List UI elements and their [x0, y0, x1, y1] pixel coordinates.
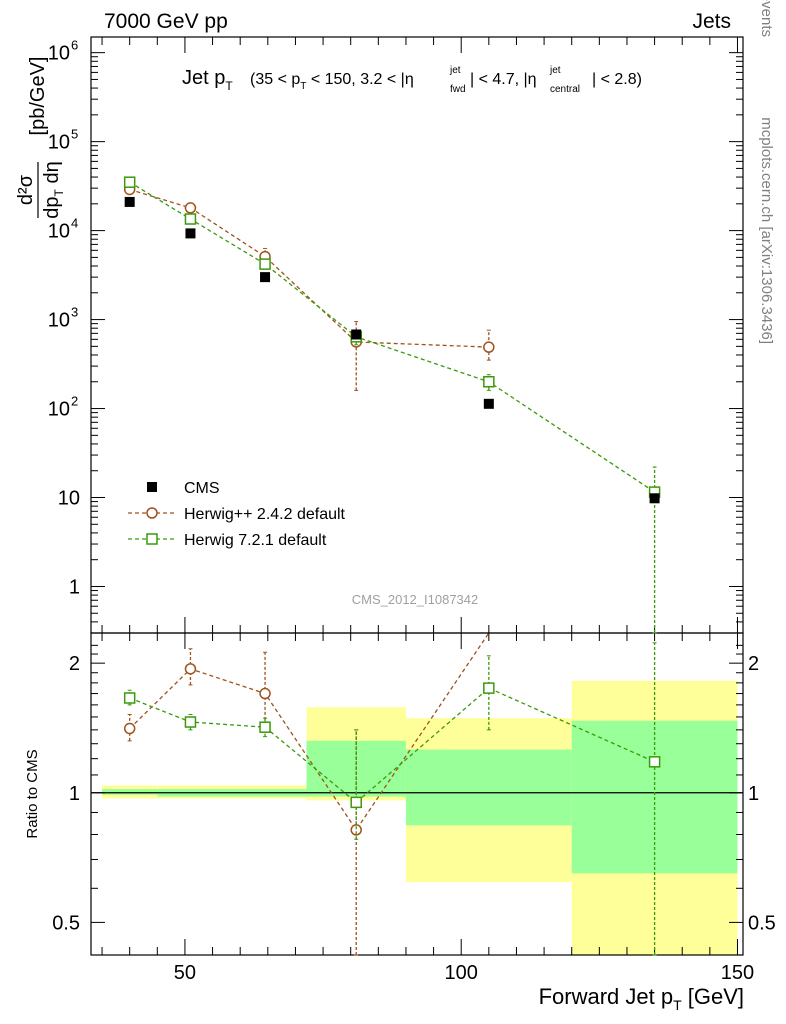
- legend: CMS Herwig++ 2.4.2 default Herwig 7.2.1 …: [184, 480, 346, 549]
- y-tick-label-ratio-left: 2: [69, 653, 80, 675]
- main-point-cms: [483, 398, 494, 409]
- ylabel-unit: [pb/GeV]: [27, 57, 49, 136]
- main-point-cms: [649, 493, 660, 504]
- legend-marker-herwigpp: [146, 507, 158, 519]
- ratio-line-herwig7: [129, 687, 655, 804]
- y-tick-label-ratio-right: 0.5: [748, 912, 776, 934]
- ylabel-den-b: dη: [41, 161, 63, 189]
- y-tick-label: 10: [48, 43, 70, 65]
- y-tick-label-ratio-right: 2: [748, 653, 759, 675]
- y-tick-label-exponent: 4: [71, 216, 78, 231]
- svg-text:fwd: fwd: [450, 84, 466, 95]
- ylabel-num: d²σ: [15, 174, 37, 205]
- svg-text:Jet pT: Jet pT: [182, 67, 233, 93]
- legend-marker-cms: [147, 482, 157, 492]
- title-mid2: | < 4.7, |η: [470, 71, 537, 88]
- x-tick-label: 100: [445, 962, 478, 984]
- y-tick-label: 10: [48, 399, 70, 421]
- legend-label-herwigpp: Herwig++ 2.4.2 default: [184, 506, 346, 523]
- title-cen-sup: jet: [549, 65, 561, 76]
- ratio-point-herwigpp: [123, 722, 136, 735]
- svg-text:jet: jet: [449, 65, 461, 76]
- watermark: CMS_2012_I1087342: [352, 592, 479, 607]
- main-line-herwigpp: [129, 188, 489, 348]
- main-point-cms: [351, 329, 362, 340]
- title-range: (35 < p: [250, 71, 300, 88]
- y-tick-label-exponent: 3: [71, 305, 78, 320]
- title-sub: T: [225, 79, 233, 93]
- ratio-point-herwigpp: [184, 663, 197, 675]
- y-tick-label-exponent: 5: [71, 127, 78, 142]
- y-axis-label-main: d²σ dpT dη [pb/GeV]: [15, 57, 66, 219]
- title-fwd-sup: jet: [449, 65, 461, 76]
- x-tick-label: 50: [174, 962, 196, 984]
- ratio-plot-frame: [90, 632, 744, 956]
- y-tick-label-ratio-left: 1: [69, 783, 80, 805]
- main-point-cms: [260, 272, 271, 283]
- ratio-point-herwigpp: [350, 824, 362, 836]
- y-tick-label: 1: [69, 576, 80, 598]
- svg-text:| < 4.7, |η: | < 4.7, |η: [470, 71, 537, 88]
- x-tick-label: 150: [721, 962, 754, 984]
- ylabel-den-a: dp: [41, 196, 63, 218]
- ratio-band-green: [102, 789, 158, 795]
- title-mid: < 150, 3.2 < |η: [306, 71, 413, 88]
- y-tick-label-ratio-left: 0.5: [52, 912, 80, 934]
- svg-text:(35 < pT < 150, 3.2 < |η: (35 < pT < 150, 3.2 < |η: [250, 71, 414, 92]
- title-cen-sub: central: [550, 84, 580, 95]
- y-tick-label: 10: [48, 132, 70, 154]
- main-point-herwigpp: [184, 202, 197, 214]
- legend-label-cms: CMS: [184, 480, 220, 497]
- ratio-point-herwig7: [259, 721, 271, 733]
- header-right: Jets: [692, 10, 731, 33]
- main-point-herwig7: [123, 176, 136, 188]
- ratio-point-herwig7: [648, 756, 661, 768]
- ratio-point-herwig7: [123, 692, 136, 704]
- svg-text:dpT dη: dpT dη: [41, 161, 66, 218]
- title-end: | < 2.8): [592, 71, 642, 88]
- y-axis-label-ratio: Ratio to CMS: [24, 749, 41, 838]
- svg-text:| < 2.8): | < 2.8): [592, 71, 642, 88]
- svg-text:jet: jet: [549, 65, 561, 76]
- legend-marker-herwig7: [146, 533, 158, 545]
- main-point-herwig7: [483, 376, 495, 388]
- xlabel-unit: [GeV]: [682, 984, 744, 1009]
- y-tick-label: 10: [48, 310, 70, 332]
- main-point-cms: [185, 228, 196, 239]
- main-point-herwigpp: [483, 341, 495, 353]
- ratio-point-herwigpp: [259, 687, 271, 700]
- title-main: Jet p: [182, 67, 225, 89]
- y-tick-label-exponent: 2: [71, 394, 78, 409]
- y-tick-label-exponent: 6: [71, 38, 78, 53]
- main-point-herwig7: [184, 213, 197, 225]
- side-label-source: mcplots.cern.ch [arXiv:1306.3436]: [758, 117, 775, 344]
- y-tick-label: 10: [58, 488, 80, 510]
- ylabel-den-sub: T: [52, 188, 66, 196]
- header-left: 7000 GeV pp: [104, 10, 228, 33]
- main-point-cms: [124, 196, 135, 207]
- title-fwd-sub: fwd: [450, 84, 466, 95]
- x-axis-label: Forward Jet pT [GeV]: [539, 984, 744, 1013]
- main-line-herwig7: [129, 181, 655, 493]
- xlabel-main: Forward Jet p: [539, 984, 674, 1009]
- legend-label-herwig7: Herwig 7.2.1 default: [184, 532, 327, 549]
- y-tick-label-ratio-right: 1: [748, 783, 759, 805]
- svg-text:central: central: [550, 84, 580, 95]
- ratio-band-green: [405, 749, 572, 826]
- xlabel-sub: T: [673, 997, 682, 1013]
- chart-title: Jet pT (35 < pT < 150, 3.2 < |η jet fwd …: [182, 65, 642, 95]
- title-range-sub: T: [300, 81, 306, 92]
- ratio-point-herwig7: [483, 682, 495, 694]
- main-point-herwig7: [259, 258, 271, 270]
- y-tick-label: 10: [48, 221, 70, 243]
- ratio-point-herwig7: [184, 716, 197, 728]
- side-label-rivet: Rivet 3.1.10, ≥ 400k events: [758, 0, 775, 37]
- ratio-point-herwig7: [350, 796, 362, 809]
